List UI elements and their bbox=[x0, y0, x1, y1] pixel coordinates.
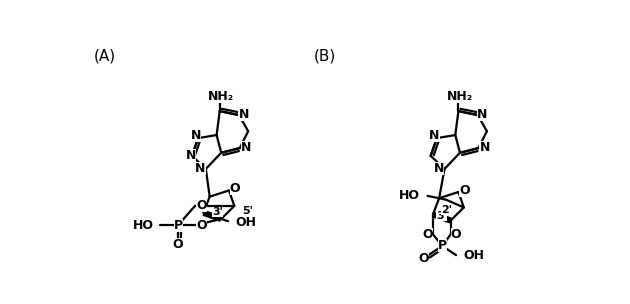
Text: 3': 3' bbox=[212, 207, 223, 217]
Text: O: O bbox=[451, 228, 461, 241]
Text: HO: HO bbox=[399, 189, 420, 202]
Text: 5': 5' bbox=[242, 206, 253, 216]
Text: O: O bbox=[196, 199, 207, 212]
Text: OH: OH bbox=[464, 249, 485, 262]
Text: N: N bbox=[191, 129, 201, 142]
Text: OH: OH bbox=[236, 216, 257, 229]
Text: O: O bbox=[418, 252, 429, 265]
Text: N: N bbox=[241, 141, 251, 154]
Text: O: O bbox=[196, 219, 207, 232]
Text: (A): (A) bbox=[94, 49, 117, 64]
Text: O: O bbox=[173, 238, 183, 251]
Text: O: O bbox=[230, 182, 241, 195]
Text: NH₂: NH₂ bbox=[447, 90, 473, 103]
Text: 3': 3' bbox=[436, 211, 447, 221]
Text: (B): (B) bbox=[314, 49, 336, 64]
Text: HO: HO bbox=[132, 219, 154, 232]
Text: N: N bbox=[479, 141, 490, 154]
Text: N: N bbox=[434, 162, 444, 175]
Text: N: N bbox=[477, 108, 488, 121]
Text: 2': 2' bbox=[442, 205, 452, 215]
Text: N: N bbox=[429, 129, 440, 142]
Text: P: P bbox=[173, 219, 183, 232]
Text: N: N bbox=[238, 108, 249, 121]
Text: O: O bbox=[459, 184, 470, 197]
Text: P: P bbox=[438, 240, 447, 252]
Text: N: N bbox=[195, 162, 205, 175]
Text: N: N bbox=[186, 149, 197, 161]
Text: NH₂: NH₂ bbox=[208, 90, 234, 103]
Text: O: O bbox=[422, 228, 433, 241]
